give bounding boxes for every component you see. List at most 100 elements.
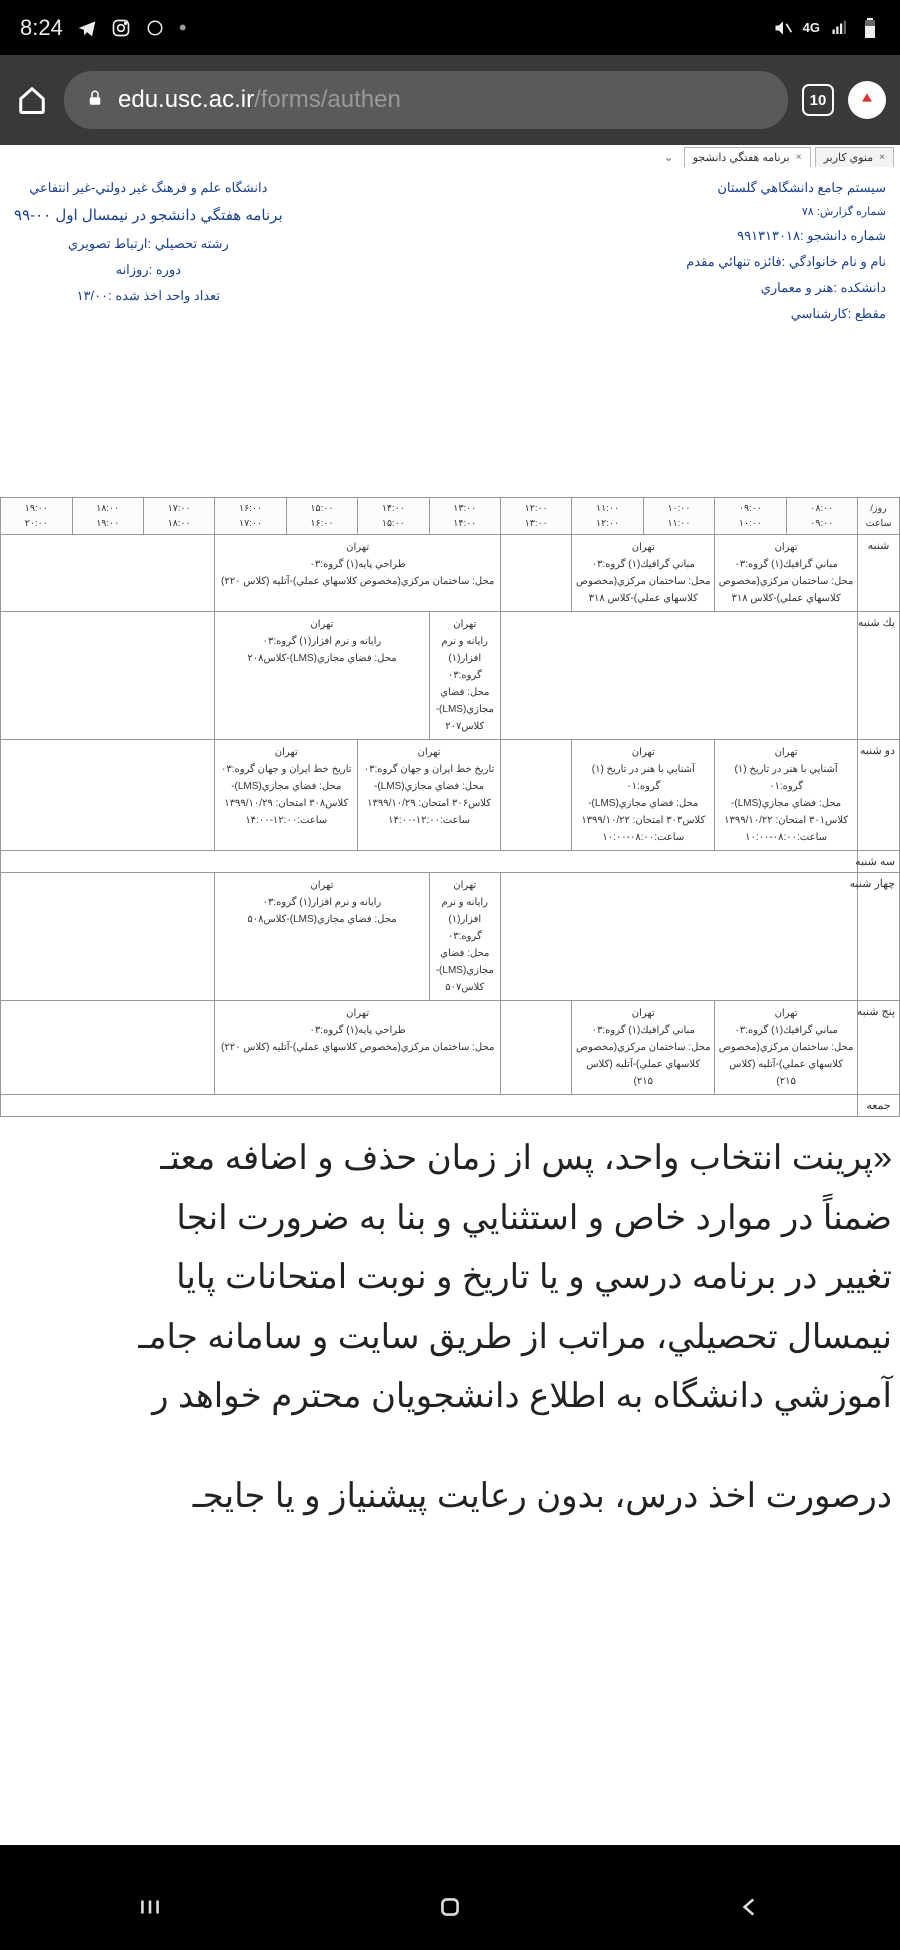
home-nav-button[interactable] bbox=[437, 1894, 463, 1927]
course-cell: تهران مباني گرافيك(۱) گروه:۰۳ محل: ساختم… bbox=[572, 535, 715, 612]
mute-icon bbox=[773, 18, 793, 38]
tab-label: برنامه هفتگي دانشجو bbox=[693, 151, 790, 164]
empty-cell bbox=[1, 612, 215, 740]
day-label: دو شنبه bbox=[858, 740, 900, 851]
day-label: يك شنبه bbox=[858, 612, 900, 740]
inner-tabs: × منوي كاربر × برنامه هفتگي دانشجو ⌄ bbox=[0, 145, 900, 167]
url-bar[interactable]: edu.usc.ac.ir/forms/authen bbox=[64, 71, 788, 129]
notice-line: «پرينت انتخاب واحد، پس از زمان حذف و اضا… bbox=[0, 1129, 892, 1189]
tab-label: منوي كاربر bbox=[824, 151, 874, 164]
tab-count-value: 10 bbox=[810, 92, 827, 109]
clock: 8:24 bbox=[20, 15, 63, 41]
report-header: سيستم جامع دانشگاهي گلستان شماره گزارش: … bbox=[0, 167, 900, 327]
row-thursday: پنج شنبه تهران مباني گرافيك(۱) گروه:۰۳ م… bbox=[1, 1001, 900, 1095]
day-label: سه شنبه bbox=[858, 851, 900, 873]
day-label: پنج شنبه bbox=[858, 1001, 900, 1095]
circle-icon bbox=[145, 18, 165, 38]
notice-text: «پرينت انتخاب واحد، پس از زمان حذف و اضا… bbox=[0, 1117, 900, 1526]
student-id-label: شماره دانشجو : bbox=[800, 228, 886, 243]
status-bar: 8:24 • 4G bbox=[0, 0, 900, 55]
tab-weekly-schedule[interactable]: × برنامه هفتگي دانشجو bbox=[684, 147, 811, 167]
empty-cell bbox=[500, 740, 571, 851]
empty-cell bbox=[1, 873, 215, 1001]
battery-icon bbox=[860, 18, 880, 38]
schedule-table-wrap: روز/ساعت ۰۸:۰۰۰۹:۰۰ ۰۹:۰۰۱۰:۰۰ ۱۰:۰۰۱۱:۰… bbox=[0, 497, 900, 1117]
empty-cell bbox=[1, 740, 215, 851]
course-cell: تهران تاريخ خط ايران و جهان گروه:۰۳ محل:… bbox=[215, 740, 358, 851]
schedule-table: روز/ساعت ۰۸:۰۰۰۹:۰۰ ۰۹:۰۰۱۰:۰۰ ۱۰:۰۰۱۱:۰… bbox=[0, 497, 900, 1117]
notice-line: نيمسال تحصيلي، مراتب از طريق سايت و ساما… bbox=[0, 1308, 892, 1368]
period-label: دوره : bbox=[149, 262, 181, 277]
major: ارتباط تصويري bbox=[68, 236, 148, 251]
name-label: نام و نام خانوادگي : bbox=[782, 254, 886, 269]
browser-bar: edu.usc.ac.ir/forms/authen 10 bbox=[0, 55, 900, 145]
notice-line: آموزشي دانشگاه به اطلاع دانشجويان محترم … bbox=[0, 1367, 892, 1427]
back-button[interactable] bbox=[737, 1894, 763, 1927]
course-cell: تهران تاريخ خط ايران و جهان گروه:۰۳ محل:… bbox=[358, 740, 501, 851]
notice-line: تغيير در برنامه درسي و يا تاريخ و نوبت ا… bbox=[0, 1248, 892, 1308]
tabs-overflow-icon[interactable]: ⌄ bbox=[658, 147, 680, 167]
recents-button[interactable] bbox=[137, 1894, 163, 1927]
corner-header: روز/ساعت bbox=[858, 498, 900, 535]
report-title: برنامه هفتگي دانشجو در نيمسال اول ۰۰-۹۹ bbox=[14, 201, 283, 231]
tab-user-menu[interactable]: × منوي كاربر bbox=[815, 147, 894, 167]
page-content: × منوي كاربر × برنامه هفتگي دانشجو ⌄ سيس… bbox=[0, 145, 900, 1845]
day-label: جمعه bbox=[858, 1095, 900, 1117]
row-wednesday: چهار شنبه تهران رايانه و نرم افزار(۱) گر… bbox=[1, 873, 900, 1001]
course-cell: تهران مباني گرافيك(۱) گروه:۰۳ محل: ساختم… bbox=[572, 1001, 715, 1095]
report-no: ۷۸ bbox=[802, 206, 814, 218]
empty-cell bbox=[500, 612, 857, 740]
course-cell: تهران رايانه و نرم افزار(۱) گروه:۰۳ محل:… bbox=[215, 873, 429, 1001]
tab-count-button[interactable]: 10 bbox=[802, 84, 834, 116]
course-cell: تهران مباني گرافيك(۱) گروه:۰۳ محل: ساختم… bbox=[715, 535, 858, 612]
status-right: 4G bbox=[773, 18, 880, 38]
row-saturday: شنبه تهران مباني گرافيك(۱) گروه:۰۳ محل: … bbox=[1, 535, 900, 612]
header-right: سيستم جامع دانشگاهي گلستان شماره گزارش: … bbox=[686, 175, 886, 327]
student-id: ۹۹۱۳۱۳۰۱۸ bbox=[737, 228, 800, 243]
faculty: هنر و معماري bbox=[761, 280, 834, 295]
empty-cell bbox=[500, 1001, 571, 1095]
menu-button[interactable] bbox=[848, 81, 886, 119]
android-navbar bbox=[0, 1870, 900, 1950]
empty-cell bbox=[1, 535, 215, 612]
home-button[interactable] bbox=[14, 82, 50, 118]
course-cell: تهران مباني گرافيك(۱) گروه:۰۳ محل: ساختم… bbox=[715, 1001, 858, 1095]
empty-cell bbox=[500, 873, 857, 1001]
telegram-icon bbox=[77, 18, 97, 38]
report-label: شماره گزارش: bbox=[817, 206, 886, 218]
url-domain: edu.usc.ac.ir bbox=[118, 86, 254, 114]
status-left: 8:24 • bbox=[20, 15, 187, 41]
university-name: دانشگاه علم و فرهنگ غير دولتي-غير انتفاع… bbox=[14, 175, 283, 201]
notice-line: ضمناً در موارد خاص و استثنايي و بنا به ض… bbox=[0, 1189, 892, 1249]
empty-cell bbox=[1, 1001, 215, 1095]
network-label: 4G bbox=[803, 20, 820, 35]
row-sunday: يك شنبه تهران رايانه و نرم افزار(۱) گروه… bbox=[1, 612, 900, 740]
course-cell: تهران طراحي پايه(۱) گروه:۰۳ محل: ساختمان… bbox=[215, 1001, 501, 1095]
row-monday: دو شنبه تهران آشنايي با هنر در تاريخ (۱)… bbox=[1, 740, 900, 851]
units-label: تعداد واحد اخذ شده : bbox=[108, 288, 220, 303]
period: روزانه bbox=[116, 262, 149, 277]
empty-cell bbox=[500, 535, 571, 612]
empty-cell bbox=[1, 1095, 858, 1117]
signal-icon bbox=[830, 18, 850, 38]
close-icon[interactable]: × bbox=[879, 152, 885, 163]
major-label: رشته تحصيلي : bbox=[148, 236, 229, 251]
course-cell: تهران آشنايي با هنر در تاريخ (۱) گروه:۰۱… bbox=[572, 740, 715, 851]
system-name: سيستم جامع دانشگاهي گلستان bbox=[686, 175, 886, 201]
instagram-icon bbox=[111, 18, 131, 38]
time-header-row: روز/ساعت ۰۸:۰۰۰۹:۰۰ ۰۹:۰۰۱۰:۰۰ ۱۰:۰۰۱۱:۰… bbox=[1, 498, 900, 535]
course-cell: تهران آشنايي با هنر در تاريخ (۱) گروه:۰۱… bbox=[715, 740, 858, 851]
empty-cell bbox=[1, 851, 858, 873]
row-tuesday: سه شنبه bbox=[1, 851, 900, 873]
notice-line: درصورت اخذ درس، بدون رعايت پيشنياز و يا … bbox=[0, 1467, 892, 1527]
faculty-label: دانشكده : bbox=[833, 280, 886, 295]
units: ۱۳/۰۰ bbox=[77, 288, 109, 303]
dot-icon: • bbox=[179, 15, 187, 41]
course-cell: تهران رايانه و نرم افزار(۱) گروه:۰۳ محل:… bbox=[215, 612, 429, 740]
day-label: شنبه bbox=[858, 535, 900, 612]
student-name: فائزه تنهائي مقدم bbox=[686, 254, 781, 269]
level-label: مقطع : bbox=[848, 306, 886, 321]
header-left: دانشگاه علم و فرهنگ غير دولتي-غير انتفاع… bbox=[14, 175, 283, 327]
close-icon[interactable]: × bbox=[796, 152, 802, 163]
level: كارشناسي bbox=[791, 306, 848, 321]
